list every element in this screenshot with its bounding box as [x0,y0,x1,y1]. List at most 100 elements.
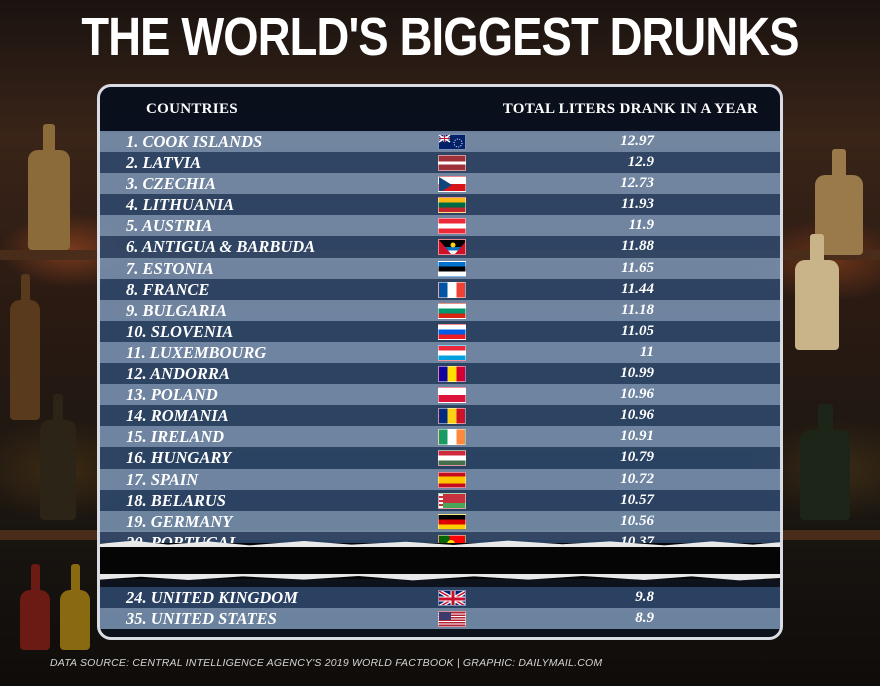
estonia-flag-icon [438,260,466,277]
france-flag-icon [438,281,466,298]
ranking-rows: 1. COOK ISLANDS 12.97 2. LATVIA 12.9 3. CZEC… [100,131,780,553]
poland-flag-icon [438,387,466,404]
table-row: 35. UNITED STATES 8.9 [100,608,780,630]
extra-ranking-rows: 24. UNITED KINGDOM 9.8 35. UNITED STATES 8.… [100,587,780,630]
andorra-flag-icon [438,366,466,383]
table-row: 9. BULGARIA 11.18 [100,299,780,321]
source-credit: DATA SOURCE: CENTRAL INTELLIGENCE AGENCY… [50,657,603,669]
liters-value: 10.57 [620,491,654,508]
liters-value: 9.8 [635,589,654,605]
country-label: 4. LITHUANIA [126,195,235,215]
bottle [28,124,70,250]
table-row: 1. COOK ISLANDS 12.97 [100,131,780,153]
column-header-countries: COUNTRIES [146,101,238,117]
liters-value: 11.93 [621,196,654,213]
country-label: 35. UNITED STATES [126,609,277,629]
table-header: COUNTRIES TOTAL LITERS DRANK IN A YEAR [100,87,780,133]
bottle [800,404,850,520]
country-label: 7. ESTONIA [126,258,214,278]
germany-flag-icon [438,513,466,530]
spain-flag-icon [438,471,466,488]
belarus-flag-icon [438,492,466,509]
column-header-liters: TOTAL LITERS DRANK IN A YEAR [502,101,758,117]
rankings-panel: COUNTRIES TOTAL LITERS DRANK IN A YEAR 1… [97,84,783,640]
liters-value: 11.88 [621,238,654,255]
table-row: 3. CZECHIA 12.73 [100,173,780,195]
torn-edge-bottom [100,574,780,581]
liters-value: 10.56 [620,512,654,529]
united-states-flag-icon [438,611,466,628]
liters-value: 10.72 [620,470,654,487]
table-row: 2. LATVIA 12.9 [100,152,780,174]
liters-value: 11.44 [621,280,654,297]
liters-value: 10.99 [620,365,654,382]
table-row: 5. AUSTRIA 11.9 [100,215,780,237]
liters-value: 10.96 [620,407,654,424]
latvia-flag-icon [438,155,466,172]
table-row: 4. LITHUANIA 11.93 [100,194,780,216]
page-title: THE WORLD'S BIGGEST DRUNKS [81,7,799,67]
country-label: 19. GERMANY [126,511,233,531]
table-row: 6. ANTIGUA & BARBUDA 11.88 [100,236,780,258]
liters-value: 10.91 [620,428,654,445]
table-row: 16. HUNGARY 10.79 [100,447,780,469]
table-row: 19. GERMANY 10.56 [100,510,780,532]
liters-value: 11.65 [621,259,654,276]
liters-value: 11 [639,343,654,360]
country-label: 24. UNITED KINGDOM [126,588,298,607]
bottle [20,564,50,650]
ireland-flag-icon [438,429,466,446]
country-label: 8. FRANCE [126,279,210,299]
austria-flag-icon [438,218,466,235]
table-row: 14. ROMANIA 10.96 [100,405,780,427]
country-label: 9. BULGARIA [126,300,227,320]
table-row: 8. FRANCE 11.44 [100,278,780,300]
table-row: 17. SPAIN 10.72 [100,468,780,490]
liters-value: 12.97 [620,133,654,149]
country-label: 1. COOK ISLANDS [126,132,263,151]
lithuania-flag-icon [438,197,466,214]
bottle [10,274,40,420]
liters-value: 8.9 [635,610,654,627]
cook-islands-flag-icon [438,134,466,150]
romania-flag-icon [438,408,466,425]
country-label: 16. HUNGARY [126,448,232,468]
country-label: 5. AUSTRIA [126,216,213,236]
luxembourg-flag-icon [438,344,466,361]
table-row: 11. LUXEMBOURG 11 [100,341,780,364]
czechia-flag-icon [438,176,466,193]
torn-divider [100,540,780,581]
liters-value: 12.73 [620,175,654,192]
country-label: 13. POLAND [126,385,218,405]
slovenia-flag-icon [438,323,466,340]
country-label: 6. ANTIGUA & BARBUDA [126,237,316,257]
country-label: 10. SLOVENIA [126,321,234,341]
liters-value: 11.9 [628,217,654,234]
united-kingdom-flag-icon [438,590,466,606]
table-row: 10. SLOVENIA 11.05 [100,320,780,342]
country-label: 14. ROMANIA [126,406,229,426]
bottle [60,564,90,650]
antigua-barbuda-flag-icon [438,239,466,256]
country-label: 3. CZECHIA [126,174,216,194]
country-label: 12. ANDORRA [126,364,230,384]
country-label: 11. LUXEMBOURG [126,342,267,362]
hungary-flag-icon [438,450,466,467]
liters-value: 11.05 [621,322,654,339]
liters-value: 10.79 [620,449,654,466]
liters-value: 11.18 [621,301,654,318]
country-label: 2. LATVIA [126,153,202,173]
table-row: 12. ANDORRA 10.99 [100,363,780,385]
table-row: 15. IRELAND 10.91 [100,426,780,448]
bottle [40,394,76,520]
table-row: 24. UNITED KINGDOM 9.8 [100,587,780,609]
country-label: 15. IRELAND [126,427,225,447]
country-label: 17. SPAIN [126,469,199,489]
table-row: 7. ESTONIA 11.65 [100,257,780,279]
liters-value: 12.9 [627,154,654,171]
bottle [795,234,839,350]
liters-value: 10.96 [620,386,654,403]
table-row: 18. BELARUS 10.57 [100,489,780,511]
table-row: 13. POLAND 10.96 [100,384,780,406]
country-label: 18. BELARUS [126,490,226,510]
